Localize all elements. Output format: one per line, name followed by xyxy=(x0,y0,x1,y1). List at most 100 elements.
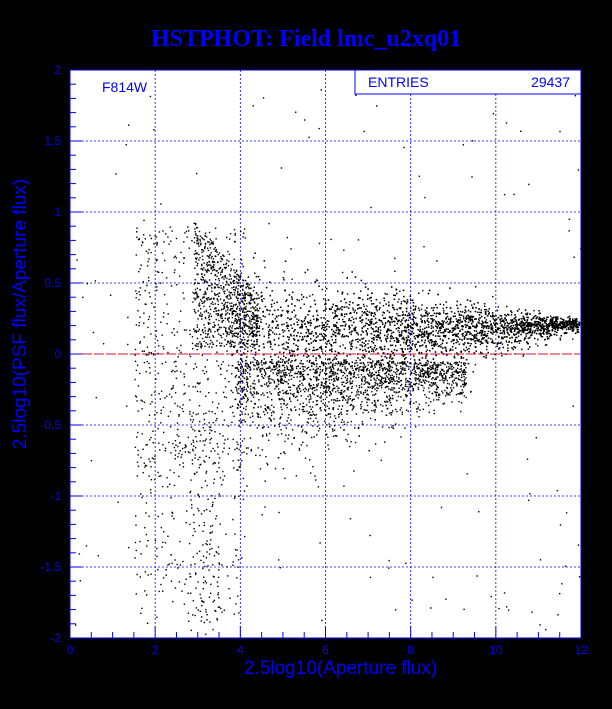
data-point xyxy=(523,327,526,329)
data-point xyxy=(341,308,343,311)
data-point xyxy=(503,321,505,323)
data-point xyxy=(466,299,469,301)
data-point xyxy=(283,279,285,281)
data-point xyxy=(403,341,405,344)
data-point xyxy=(282,347,285,349)
data-point xyxy=(510,314,513,316)
data-point xyxy=(419,345,421,347)
data-point xyxy=(475,325,478,327)
data-point xyxy=(420,318,422,320)
data-point xyxy=(487,330,490,333)
data-point xyxy=(371,303,373,305)
data-point xyxy=(270,329,272,332)
data-point xyxy=(384,325,386,327)
data-point xyxy=(365,322,367,325)
data-point xyxy=(395,317,397,319)
data-point xyxy=(483,334,485,336)
data-point xyxy=(371,312,374,314)
data-point xyxy=(364,356,366,358)
data-point xyxy=(316,309,318,312)
data-point xyxy=(339,330,341,332)
data-point xyxy=(556,321,558,323)
data-point xyxy=(510,319,512,321)
data-point xyxy=(405,330,407,332)
data-point xyxy=(296,335,298,337)
data-point xyxy=(354,276,357,278)
data-point xyxy=(334,356,336,359)
data-point xyxy=(575,325,577,328)
data-point xyxy=(436,327,439,329)
data-point xyxy=(274,354,276,356)
data-point xyxy=(315,365,318,368)
data-point xyxy=(349,301,351,303)
data-point xyxy=(540,327,542,329)
data-point xyxy=(481,315,483,318)
data-point xyxy=(271,327,273,329)
data-point xyxy=(357,353,359,355)
data-point xyxy=(271,320,274,322)
data-point xyxy=(456,304,458,307)
data-point xyxy=(487,310,489,312)
data-point xyxy=(409,295,411,297)
data-point xyxy=(543,327,545,330)
data-point xyxy=(461,311,464,313)
data-point xyxy=(559,322,562,325)
data-point xyxy=(379,302,381,304)
data-point xyxy=(281,378,283,380)
data-point xyxy=(364,380,366,382)
data-point xyxy=(433,312,436,315)
data-point xyxy=(488,313,490,315)
data-point xyxy=(486,345,488,348)
data-point xyxy=(490,332,493,334)
data-point xyxy=(546,333,548,335)
data-point xyxy=(567,327,570,329)
data-point xyxy=(507,322,509,325)
data-point xyxy=(398,327,400,329)
data-point xyxy=(434,340,437,342)
data-point xyxy=(539,323,541,326)
data-point xyxy=(546,338,549,340)
data-point xyxy=(542,328,544,330)
data-point xyxy=(377,328,380,331)
data-point xyxy=(391,357,394,359)
data-point xyxy=(511,342,513,344)
data-point xyxy=(463,348,465,351)
data-point xyxy=(376,321,378,323)
data-point xyxy=(320,347,322,349)
data-point xyxy=(283,355,285,357)
data-point xyxy=(337,351,340,354)
data-point xyxy=(393,354,395,356)
data-point xyxy=(577,326,580,328)
data-point xyxy=(514,324,517,326)
data-point xyxy=(364,286,367,288)
data-point xyxy=(491,339,494,341)
data-point xyxy=(377,370,379,372)
data-point xyxy=(560,325,562,327)
data-point xyxy=(539,332,541,335)
data-point xyxy=(263,260,265,262)
data-point xyxy=(437,293,439,296)
data-point xyxy=(362,337,365,340)
data-point xyxy=(262,328,264,330)
data-point xyxy=(312,315,314,317)
data-point xyxy=(346,293,349,295)
data-point xyxy=(563,319,565,321)
data-point xyxy=(574,318,576,320)
data-point xyxy=(526,342,529,344)
data-point xyxy=(400,348,402,350)
data-point xyxy=(332,359,334,362)
data-point xyxy=(361,346,364,348)
data-point xyxy=(357,341,359,343)
data-point xyxy=(568,323,570,326)
data-point xyxy=(304,378,306,380)
data-point xyxy=(372,303,375,305)
data-point xyxy=(526,314,528,316)
data-point xyxy=(572,325,574,327)
data-point xyxy=(542,323,544,325)
data-point xyxy=(291,327,293,329)
data-point xyxy=(480,323,482,325)
data-point xyxy=(330,308,332,310)
data-point xyxy=(504,317,506,320)
data-point xyxy=(325,346,327,348)
data-point xyxy=(541,327,544,329)
